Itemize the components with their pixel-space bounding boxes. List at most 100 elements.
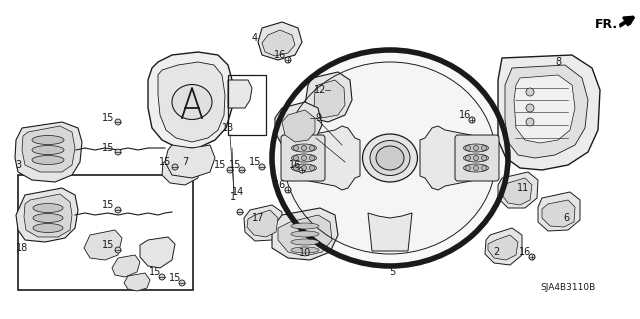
Text: 16: 16: [274, 180, 286, 190]
Polygon shape: [538, 192, 580, 231]
Text: 11: 11: [517, 183, 529, 193]
Circle shape: [115, 149, 121, 155]
Text: 15: 15: [102, 113, 114, 123]
Text: 3: 3: [15, 160, 21, 170]
Circle shape: [285, 57, 291, 63]
Ellipse shape: [370, 140, 410, 175]
Text: 17: 17: [252, 213, 264, 223]
Text: FR.: FR.: [595, 18, 618, 31]
Text: 2: 2: [493, 247, 499, 257]
Ellipse shape: [272, 50, 508, 266]
Ellipse shape: [463, 154, 488, 162]
Polygon shape: [112, 255, 140, 277]
Circle shape: [239, 167, 245, 173]
Polygon shape: [148, 52, 232, 148]
Polygon shape: [488, 235, 518, 260]
Polygon shape: [542, 200, 575, 227]
Circle shape: [310, 166, 314, 170]
Text: 1: 1: [230, 192, 236, 202]
Polygon shape: [244, 205, 282, 241]
Text: 16: 16: [289, 160, 301, 170]
Circle shape: [237, 209, 243, 215]
Circle shape: [301, 155, 307, 160]
Polygon shape: [258, 22, 302, 60]
Polygon shape: [514, 75, 575, 143]
Ellipse shape: [362, 134, 417, 182]
Text: 12: 12: [314, 85, 326, 95]
Circle shape: [179, 280, 185, 286]
Text: 15: 15: [149, 267, 161, 277]
Circle shape: [529, 254, 535, 260]
Circle shape: [115, 119, 121, 125]
Ellipse shape: [463, 144, 488, 152]
Ellipse shape: [33, 213, 63, 222]
Circle shape: [299, 167, 305, 173]
Circle shape: [469, 117, 475, 123]
Polygon shape: [140, 237, 175, 268]
Text: SJA4B3110B: SJA4B3110B: [540, 284, 596, 293]
Polygon shape: [15, 122, 82, 182]
Text: 16: 16: [519, 247, 531, 257]
Ellipse shape: [32, 145, 64, 154]
Polygon shape: [228, 80, 252, 108]
Ellipse shape: [285, 63, 495, 253]
Text: 16: 16: [274, 50, 286, 60]
Text: 15: 15: [102, 240, 114, 250]
Text: 8: 8: [555, 57, 561, 67]
Circle shape: [526, 88, 534, 96]
Circle shape: [310, 155, 314, 160]
Polygon shape: [247, 210, 278, 237]
Polygon shape: [420, 126, 496, 190]
Circle shape: [227, 167, 233, 173]
Polygon shape: [505, 65, 588, 158]
Circle shape: [301, 145, 307, 151]
Circle shape: [285, 187, 291, 193]
Bar: [18, 175, 193, 290]
Ellipse shape: [291, 144, 317, 152]
Ellipse shape: [32, 155, 64, 165]
Ellipse shape: [291, 223, 319, 229]
Circle shape: [294, 155, 298, 160]
Ellipse shape: [172, 85, 212, 120]
Polygon shape: [282, 110, 315, 142]
Circle shape: [294, 145, 298, 151]
Circle shape: [301, 166, 307, 170]
Polygon shape: [485, 228, 522, 265]
FancyBboxPatch shape: [455, 135, 499, 181]
Polygon shape: [84, 230, 122, 260]
Text: 15: 15: [249, 157, 261, 167]
Text: 15: 15: [229, 160, 241, 170]
Polygon shape: [278, 215, 332, 256]
Circle shape: [481, 166, 486, 170]
Circle shape: [526, 104, 534, 112]
Circle shape: [465, 155, 470, 160]
Ellipse shape: [291, 247, 319, 253]
Circle shape: [465, 166, 470, 170]
Polygon shape: [22, 126, 75, 172]
Circle shape: [481, 155, 486, 160]
Circle shape: [172, 164, 178, 170]
Polygon shape: [16, 188, 78, 242]
Text: 6: 6: [563, 213, 569, 223]
Text: 15: 15: [102, 143, 114, 153]
Bar: [228, 75, 266, 135]
Circle shape: [474, 145, 479, 151]
Circle shape: [465, 145, 470, 151]
Circle shape: [474, 155, 479, 160]
Text: 7: 7: [182, 157, 188, 167]
Polygon shape: [284, 126, 360, 190]
Polygon shape: [158, 62, 225, 142]
Ellipse shape: [291, 231, 319, 237]
Text: 10: 10: [299, 248, 311, 258]
Circle shape: [481, 145, 486, 151]
Text: 18: 18: [16, 243, 28, 253]
Text: 15: 15: [102, 200, 114, 210]
Text: 4: 4: [252, 33, 258, 43]
Text: 9: 9: [315, 113, 321, 123]
Text: 13: 13: [222, 123, 234, 133]
Text: 5: 5: [389, 267, 395, 277]
Polygon shape: [162, 155, 200, 185]
Circle shape: [310, 145, 314, 151]
Polygon shape: [314, 80, 345, 118]
Circle shape: [474, 166, 479, 170]
